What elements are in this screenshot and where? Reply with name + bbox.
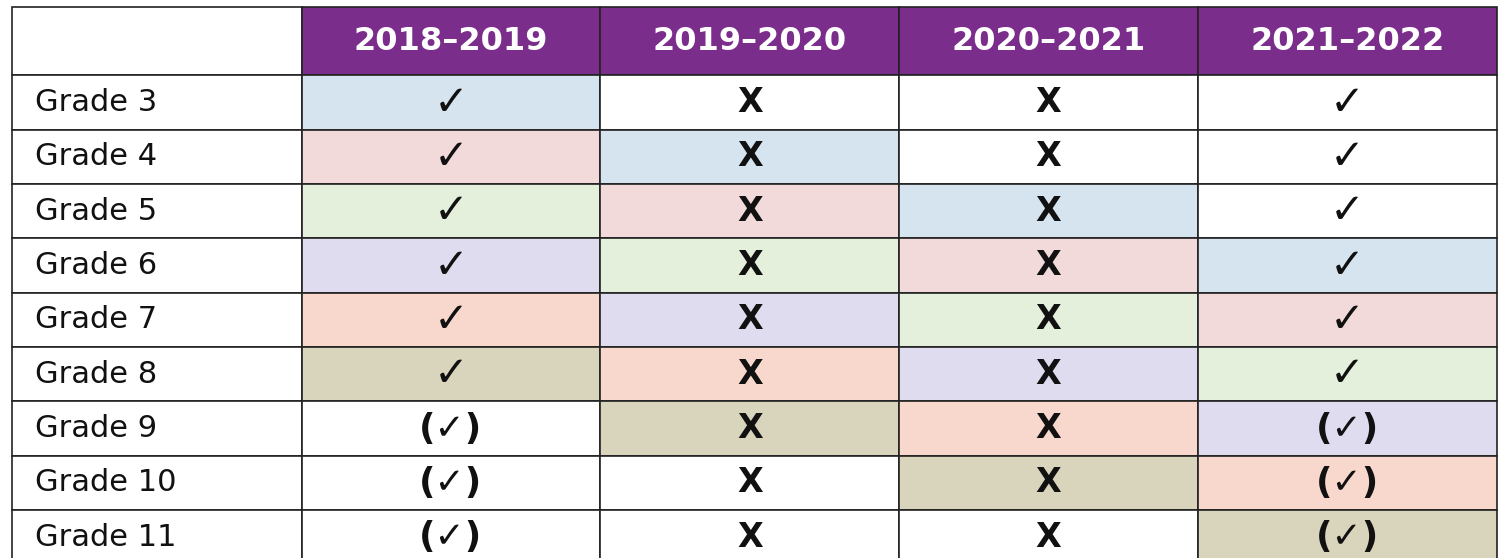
Bar xyxy=(12,7,302,75)
Bar xyxy=(302,7,600,75)
Text: Grade 8: Grade 8 xyxy=(34,360,158,389)
Text: Grade 10: Grade 10 xyxy=(34,469,177,497)
Bar xyxy=(600,129,900,184)
Text: 2018–2019: 2018–2019 xyxy=(354,26,548,56)
Text: X: X xyxy=(1036,249,1062,282)
Bar xyxy=(1198,75,1497,129)
Text: ✓: ✓ xyxy=(433,353,468,395)
Bar xyxy=(900,456,1198,510)
Bar xyxy=(900,347,1198,401)
Text: (✓): (✓) xyxy=(420,412,483,446)
Bar xyxy=(600,401,900,456)
Text: ✓: ✓ xyxy=(1330,244,1365,287)
Text: X: X xyxy=(736,358,762,391)
Text: X: X xyxy=(736,466,762,499)
Text: (✓): (✓) xyxy=(420,466,483,500)
Bar xyxy=(900,238,1198,293)
Text: X: X xyxy=(736,304,762,336)
Bar xyxy=(302,129,600,184)
Bar xyxy=(900,129,1198,184)
Bar xyxy=(600,510,900,558)
Text: ✓: ✓ xyxy=(433,299,468,341)
Text: ✓: ✓ xyxy=(1330,136,1365,178)
Bar xyxy=(900,401,1198,456)
Bar xyxy=(900,293,1198,347)
Text: X: X xyxy=(736,86,762,119)
Bar xyxy=(1198,129,1497,184)
Text: Grade 9: Grade 9 xyxy=(34,414,158,443)
Text: X: X xyxy=(736,521,762,554)
Bar xyxy=(12,347,302,401)
Bar xyxy=(900,75,1198,129)
Bar xyxy=(12,456,302,510)
Text: X: X xyxy=(1036,304,1062,336)
Text: ✓: ✓ xyxy=(433,81,468,123)
Text: X: X xyxy=(1036,195,1062,228)
Bar xyxy=(1198,456,1497,510)
Text: ✓: ✓ xyxy=(1330,190,1365,232)
Text: X: X xyxy=(736,412,762,445)
Text: X: X xyxy=(736,195,762,228)
Bar xyxy=(302,510,600,558)
Bar xyxy=(302,238,600,293)
Text: X: X xyxy=(1036,521,1062,554)
Bar xyxy=(1198,7,1497,75)
Text: Grade 11: Grade 11 xyxy=(34,523,177,552)
Bar xyxy=(1198,510,1497,558)
Bar xyxy=(302,184,600,238)
Bar xyxy=(302,401,600,456)
Text: 2019–2020: 2019–2020 xyxy=(652,26,847,56)
Bar xyxy=(12,510,302,558)
Text: ✓: ✓ xyxy=(1330,81,1365,123)
Text: X: X xyxy=(736,141,762,174)
Text: ✓: ✓ xyxy=(1330,299,1365,341)
Text: Grade 5: Grade 5 xyxy=(34,197,158,225)
Bar xyxy=(302,293,600,347)
Bar xyxy=(600,293,900,347)
Text: Grade 4: Grade 4 xyxy=(34,142,158,171)
Text: X: X xyxy=(1036,412,1062,445)
Text: X: X xyxy=(1036,141,1062,174)
Bar xyxy=(302,347,600,401)
Text: X: X xyxy=(1036,358,1062,391)
Text: (✓): (✓) xyxy=(1316,466,1378,500)
Bar xyxy=(600,184,900,238)
Text: Grade 6: Grade 6 xyxy=(34,251,158,280)
Bar xyxy=(1198,293,1497,347)
Bar xyxy=(1198,347,1497,401)
Text: Grade 7: Grade 7 xyxy=(34,305,158,334)
Text: (✓): (✓) xyxy=(1316,520,1378,554)
Text: (✓): (✓) xyxy=(1316,412,1378,446)
Bar xyxy=(1198,401,1497,456)
Bar xyxy=(600,456,900,510)
Text: ✓: ✓ xyxy=(433,244,468,287)
Bar xyxy=(900,7,1198,75)
Bar xyxy=(12,75,302,129)
Bar xyxy=(1198,184,1497,238)
Bar xyxy=(600,238,900,293)
Bar xyxy=(900,510,1198,558)
Bar xyxy=(600,347,900,401)
Bar xyxy=(12,401,302,456)
Bar xyxy=(600,75,900,129)
Bar xyxy=(12,238,302,293)
Text: X: X xyxy=(1036,466,1062,499)
Text: Grade 3: Grade 3 xyxy=(34,88,158,117)
Bar xyxy=(1198,238,1497,293)
Text: X: X xyxy=(736,249,762,282)
Text: ✓: ✓ xyxy=(433,136,468,178)
Bar xyxy=(900,184,1198,238)
Text: 2020–2021: 2020–2021 xyxy=(951,26,1146,56)
Bar xyxy=(12,129,302,184)
Text: ✓: ✓ xyxy=(1330,353,1365,395)
Bar xyxy=(12,293,302,347)
Bar xyxy=(600,7,900,75)
Text: (✓): (✓) xyxy=(420,520,483,554)
Bar xyxy=(302,75,600,129)
Text: ✓: ✓ xyxy=(433,190,468,232)
Bar xyxy=(12,184,302,238)
Text: 2021–2022: 2021–2022 xyxy=(1251,26,1444,56)
Text: X: X xyxy=(1036,86,1062,119)
Bar xyxy=(302,456,600,510)
